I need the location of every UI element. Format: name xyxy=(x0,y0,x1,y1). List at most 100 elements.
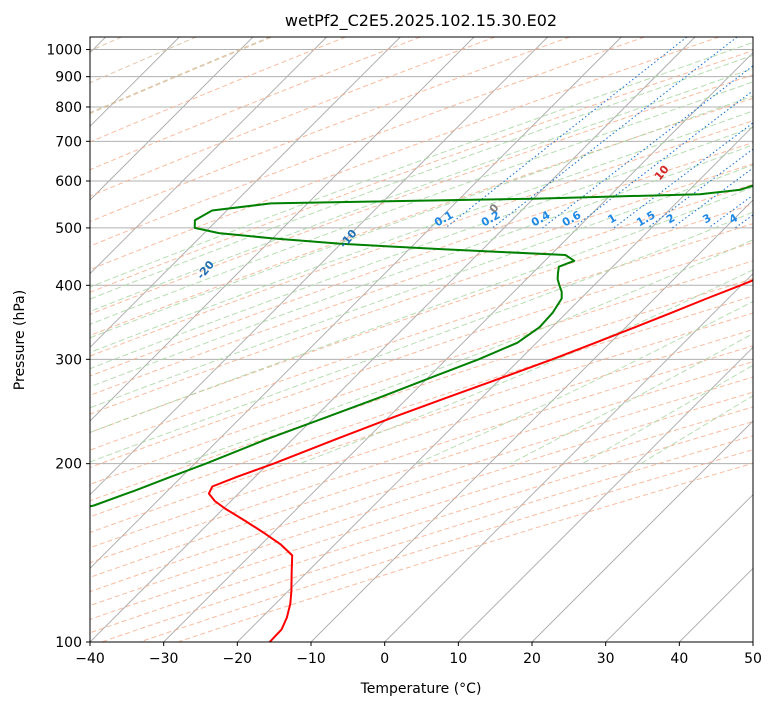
isotherm-line xyxy=(90,37,328,275)
moist-adiabat-line xyxy=(90,126,753,370)
dry-adiabat-line xyxy=(90,74,753,315)
isotherm-line xyxy=(752,641,753,642)
y-tick-label: 600 xyxy=(55,174,82,190)
moist-adiabat-line xyxy=(416,300,753,465)
dry-adiabat-line xyxy=(90,37,570,223)
x-tick-label: 10 xyxy=(449,651,467,667)
dry-adiabat-line xyxy=(90,37,272,115)
y-tick-label: 100 xyxy=(55,635,82,651)
isotherm-grid xyxy=(90,37,753,642)
dry-adiabat-label: -20 xyxy=(194,258,217,282)
mixing-ratio-label: 0.4 xyxy=(529,208,553,229)
isotherm-line xyxy=(163,51,753,642)
dry-adiabat-line xyxy=(90,361,753,578)
moist-adiabat-line xyxy=(90,81,753,325)
isotherm-line xyxy=(678,567,753,642)
isotherm-line xyxy=(457,346,753,642)
moist-adiabat-line xyxy=(90,110,753,354)
moist-adiabat-line xyxy=(90,67,753,313)
dry-adiabat-line xyxy=(90,142,753,377)
reference-line-labels: 0.10.20.40.611.52346810131620253036-100-… xyxy=(46,163,775,318)
dry-adiabat-line xyxy=(90,376,753,593)
x-tick-label: 30 xyxy=(597,651,615,667)
y-tick-label: 200 xyxy=(55,457,82,473)
dry-adiabat-line xyxy=(90,203,753,433)
dry-adiabat-line xyxy=(90,391,753,607)
dry-adiabat-line xyxy=(90,37,720,271)
dry-adiabat-line xyxy=(90,37,197,84)
isotherm-line xyxy=(90,37,401,349)
dry-adiabat-line xyxy=(90,329,753,549)
x-axis-title: Temperature (°C) xyxy=(360,681,482,697)
moist-adiabat-line xyxy=(90,54,753,300)
dewpoint-profile-line xyxy=(90,184,753,508)
dry-adiabat-line xyxy=(90,50,753,293)
mixing-ratio-label: 1 xyxy=(606,211,619,226)
x-tick-label: 50 xyxy=(744,651,762,667)
isotherm-line xyxy=(90,37,475,422)
y-tick-label: 900 xyxy=(55,70,82,86)
isotherm-line xyxy=(531,420,753,642)
mixing-ratio-label: 6 xyxy=(766,211,775,226)
x-tick-label: 20 xyxy=(523,651,541,667)
dry-adiabat-line xyxy=(90,97,753,337)
x-tick-label: −20 xyxy=(223,651,253,667)
moist-adiabats xyxy=(90,41,753,465)
y-tick-label: 800 xyxy=(55,100,82,116)
plot-area: 0.10.20.40.611.52346810131620253036-100-… xyxy=(46,37,775,642)
mixing-ratio-label: 1.5 xyxy=(634,208,657,229)
moist-adiabat-line xyxy=(182,239,753,465)
x-tick-label: 40 xyxy=(670,651,688,667)
dry-adiabat-line xyxy=(90,223,753,451)
dry-adiabat-line xyxy=(90,183,753,415)
dry-adiabat-line xyxy=(90,295,753,518)
x-axis-ticks: −40 −30 −20 −10 0 10 20 30 40 50 xyxy=(75,642,762,667)
mixing-ratio-line xyxy=(572,90,753,229)
dry-adiabat-label: -30 xyxy=(46,294,69,318)
x-tick-label: −30 xyxy=(149,651,179,667)
dry-adiabat-label: -10 xyxy=(337,227,360,251)
x-tick-label: 0 xyxy=(380,651,389,667)
isotherm-line xyxy=(605,493,753,642)
sounding-profiles xyxy=(90,184,753,642)
y-tick-label: 300 xyxy=(55,352,82,368)
isotherm-line xyxy=(384,272,753,642)
mixing-ratio-label: 2 xyxy=(664,211,677,226)
mixing-ratio-lines xyxy=(445,37,753,229)
mixing-ratio-line xyxy=(613,122,753,229)
y-tick-label: 1000 xyxy=(46,43,82,59)
temperature-profile-line xyxy=(207,279,753,642)
mixing-ratio-line xyxy=(734,214,753,229)
y-tick-label: 500 xyxy=(55,221,82,237)
moist-adiabat-line xyxy=(90,41,753,288)
dry-adiabat-line xyxy=(90,37,496,197)
dry-adiabat-line xyxy=(90,345,753,564)
dry-adiabats xyxy=(90,37,753,642)
dry-adiabat-line xyxy=(90,278,753,502)
isotherm-line xyxy=(236,125,753,642)
mixing-ratio-line xyxy=(492,37,738,229)
dry-adiabat-line xyxy=(90,120,753,357)
mixing-ratio-label: 0.1 xyxy=(432,208,455,229)
moist-adiabat-line xyxy=(90,164,753,409)
y-axis-ticks: 1000 900 800 700 600 500 400 300 200 100 xyxy=(46,43,90,651)
mixing-ratio-line xyxy=(542,65,753,229)
isobar-grid xyxy=(90,49,753,642)
dry-adiabat-line xyxy=(90,37,346,143)
dry-adiabat-line xyxy=(177,462,753,642)
isotherm-line xyxy=(90,37,549,496)
dry-adiabat-line xyxy=(90,260,753,485)
dry-adiabat-line xyxy=(90,312,753,533)
y-tick-label: 400 xyxy=(55,278,82,294)
moist-adiabat-line xyxy=(90,186,753,434)
mixing-ratio-label: 3 xyxy=(700,211,713,226)
y-axis-title: Pressure (hPa) xyxy=(12,290,28,390)
dry-adiabat-line xyxy=(90,241,753,469)
y-tick-label: 700 xyxy=(55,134,82,150)
dry-adiabat-line xyxy=(90,163,753,396)
isotherm-line xyxy=(90,37,622,570)
dry-adiabat-line xyxy=(90,37,421,171)
chart-title: wetPf2_C2E5.2025.102.15.30.E02 xyxy=(285,11,557,31)
dry-adiabat-line xyxy=(101,435,753,642)
